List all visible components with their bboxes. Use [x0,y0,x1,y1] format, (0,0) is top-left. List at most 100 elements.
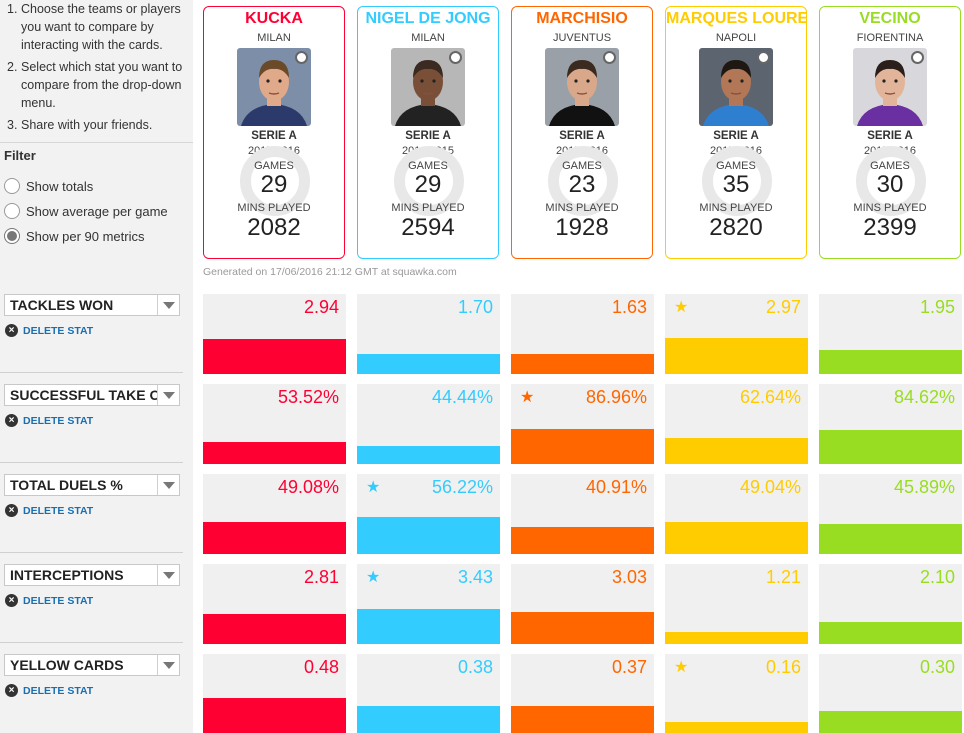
club-name: MILAN [257,32,291,44]
games-value: 23 [568,171,596,198]
player-photo [237,48,311,126]
swap-player-icon[interactable] [449,51,462,64]
stat-cell: 49.08% [203,474,346,554]
stat-value: 1.63 [611,297,647,317]
player-name[interactable]: MARQUES LOURE [666,10,806,27]
stat-dropdown[interactable]: YELLOW CARDS [4,654,180,676]
mins-played-value: 2399 [863,214,917,241]
stat-cell: 40.91% [511,474,654,554]
delete-stat-button[interactable]: × DELETE STAT [5,414,93,427]
player-card[interactable]: NIGEL DE JONG MILAN SERIE A 2014/2015 GAMES 2… [357,6,499,259]
stat-value: 49.08% [277,477,339,497]
stat-value: 0.30 [919,657,955,677]
swap-player-icon[interactable] [757,51,770,64]
stat-row-control: SUCCESSFUL TAKE O × DELETE STAT [0,372,193,462]
generated-note: Generated on 17/06/2016 21:12 GMT at squ… [203,266,457,278]
stat-bar [511,527,654,554]
delete-stat-button[interactable]: × DELETE STAT [5,594,93,607]
player-card[interactable]: MARCHISIO JUVENTUS SERIE A 2015/2016 GAMES 23… [511,6,653,259]
stat-value: 1.95 [919,297,955,317]
player-name[interactable]: KUCKA [245,10,303,27]
stat-dropdown[interactable]: SUCCESSFUL TAKE O [4,384,180,406]
mins-played-label: MINS PLAYED [699,202,773,214]
player-name[interactable]: VECINO [859,10,921,27]
radio-show-totals[interactable]: Show totals [4,176,93,196]
stat-bar [511,354,654,374]
stat-bar [203,339,346,374]
stat-value: 2.97 [765,297,801,317]
stat-value: 53.52% [277,387,339,407]
stat-value: 3.43 [457,567,493,587]
player-card[interactable]: MARQUES LOURE NAPOLI SERIE A 2015/2016 GAMES… [665,6,807,259]
player-name[interactable]: NIGEL DE JONG [365,10,491,27]
stat-dropdown[interactable]: TACKLES WON [4,294,180,316]
watermark-icon [702,146,772,216]
player-card[interactable]: KUCKA MILAN SERIE A 2015/2016 GAMES 29 MINS PL… [203,6,345,259]
stat-bar [511,706,654,733]
mins-played-label: MINS PLAYED [237,202,311,214]
competition: SERIE A [405,130,451,142]
competition: SERIE A [251,130,297,142]
stat-dropdown[interactable]: INTERCEPTIONS [4,564,180,586]
radio-label: Show per 90 metrics [26,228,145,244]
stat-row-control: YELLOW CARDS × DELETE STAT [0,642,193,732]
divider [0,142,193,143]
divider [0,372,183,373]
stat-cell: 3.03 [511,564,654,644]
competition: SERIE A [867,130,913,142]
stat-row-control: TOTAL DUELS % × DELETE STAT [0,462,193,552]
radio-button-selected[interactable] [4,228,20,244]
chevron-down-icon[interactable] [157,385,179,405]
club-name: FIORENTINA [856,32,924,44]
stat-bar [357,609,500,644]
stat-value: 1.21 [765,567,801,587]
delete-stat-button[interactable]: × DELETE STAT [5,504,93,517]
player-card[interactable]: VECINO FIORENTINA SERIE A 2015/2016 GAMES 30 M… [819,6,961,259]
stat-cell: 2.10 [819,564,962,644]
divider [0,462,183,463]
chevron-down-icon[interactable] [157,475,179,495]
stat-bar [357,354,500,374]
chevron-down-icon[interactable] [157,565,179,585]
swap-player-icon[interactable] [911,51,924,64]
stat-dropdown[interactable]: TOTAL DUELS % [4,474,180,496]
close-icon: × [5,324,18,337]
stat-bar [665,632,808,644]
player-photo [545,48,619,126]
divider [0,552,183,553]
stat-cell: 0.37 [511,654,654,733]
stat-value: 86.96% [585,387,647,407]
stat-value: 3.03 [611,567,647,587]
stat-bar [819,711,962,733]
stat-cell: 56.22% ★ [357,474,500,554]
swap-player-icon[interactable] [295,51,308,64]
player-name[interactable]: MARCHISIO [536,10,628,27]
radio-button[interactable] [4,203,20,219]
chevron-down-icon[interactable] [157,655,179,675]
radio-show-per-90[interactable]: Show per 90 metrics [4,226,145,246]
swap-player-icon[interactable] [603,51,616,64]
club-name: JUVENTUS [552,32,612,44]
stat-cell: 1.63 [511,294,654,374]
radio-button[interactable] [4,178,20,194]
stat-cell: 44.44% [357,384,500,464]
stat-value: 56.22% [431,477,493,497]
stat-value: 1.70 [457,297,493,317]
instruction-item: 3. Share with your friends. [7,118,153,132]
games-value: 35 [722,171,750,198]
delete-stat-button[interactable]: × DELETE STAT [5,324,93,337]
close-icon: × [5,504,18,517]
mins-played-label: MINS PLAYED [853,202,927,214]
stat-value: 0.16 [765,657,801,677]
stat-value: 40.91% [585,477,647,497]
stat-cell: 0.30 [819,654,962,733]
radio-show-average[interactable]: Show average per game [4,201,168,221]
games-label: GAMES [562,160,602,172]
delete-stat-button[interactable]: × DELETE STAT [5,684,93,697]
close-icon: × [5,414,18,427]
star-icon: ★ [520,389,535,406]
divider [0,642,183,643]
stat-value: 0.48 [303,657,339,677]
chevron-down-icon[interactable] [157,295,179,315]
games-label: GAMES [870,160,910,172]
